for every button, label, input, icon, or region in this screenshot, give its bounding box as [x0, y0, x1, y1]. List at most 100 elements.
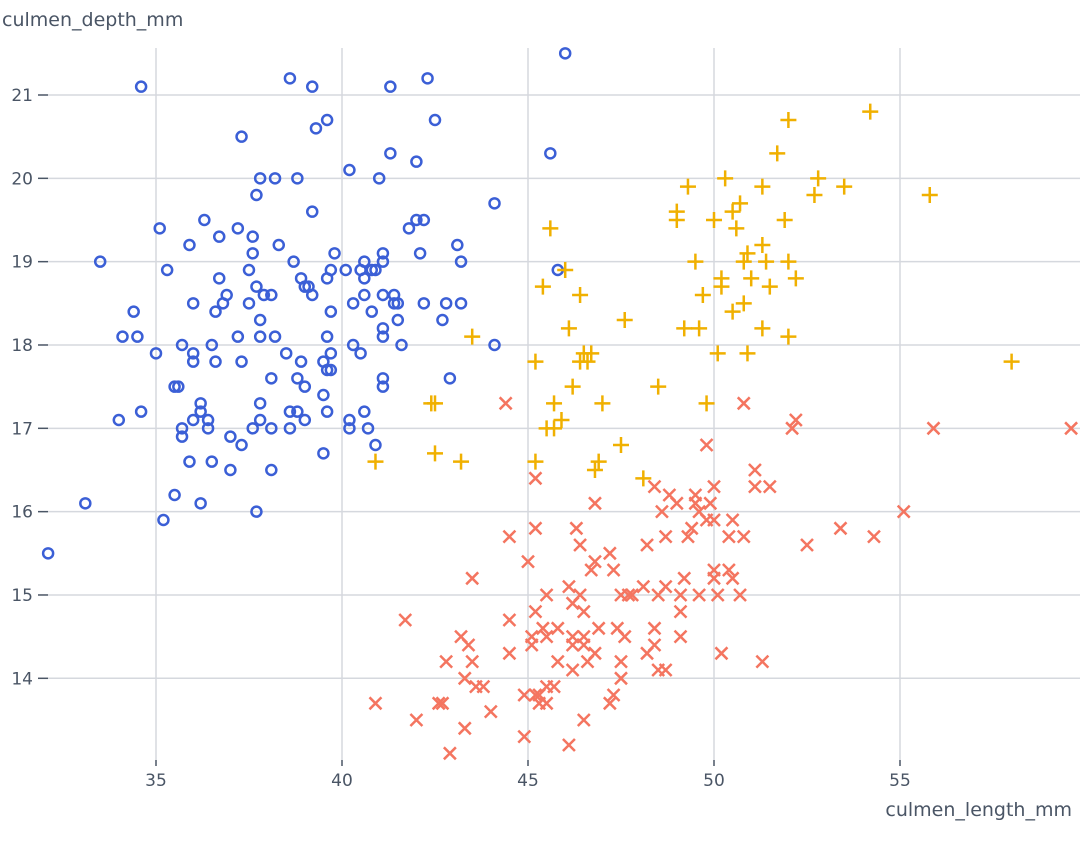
cross-point: [748, 463, 762, 477]
circle-point: [175, 422, 189, 435]
circle-point: [186, 347, 200, 360]
cross-point: [833, 521, 848, 536]
circle-point: [324, 305, 338, 318]
circle-point: [127, 305, 140, 318]
cross-point: [673, 629, 688, 644]
circle-point: [172, 380, 185, 393]
plus-point: [560, 320, 577, 337]
cross-point: [699, 438, 714, 452]
cross-point: [785, 421, 800, 436]
plus-point: [754, 320, 771, 337]
circle-point: [134, 405, 148, 418]
cross-point: [602, 696, 617, 711]
cross-point: [606, 688, 621, 702]
circle-point: [183, 455, 196, 468]
y-tick-label: 20: [11, 169, 33, 189]
cross-point: [398, 613, 413, 627]
x-tick-label: 40: [331, 771, 353, 791]
circle-point: [376, 380, 390, 393]
circle-point: [358, 255, 371, 268]
x-axis-label: culmen_length_mm: [885, 799, 1072, 821]
cross-point: [573, 538, 587, 552]
plus-point: [761, 278, 778, 295]
circle-point: [324, 263, 338, 277]
circle-point: [41, 547, 55, 560]
cross-point: [721, 563, 736, 577]
cross-point: [550, 621, 565, 636]
circle-point: [79, 497, 92, 510]
circle-point: [417, 297, 431, 310]
x-tick-label: 45: [517, 771, 539, 791]
circle-point: [361, 422, 375, 435]
circle-point: [454, 255, 468, 268]
cross-point: [584, 563, 599, 577]
circle-point: [291, 372, 304, 385]
circle-point: [488, 197, 501, 210]
plus-point: [542, 220, 559, 237]
cross-point: [647, 638, 662, 652]
circle-point: [235, 438, 248, 452]
circle-point: [454, 297, 468, 310]
cross-point: [569, 521, 584, 536]
y-tick-label: 16: [11, 503, 33, 523]
circle-point: [391, 297, 405, 310]
cross-point: [562, 579, 576, 594]
circle-point: [413, 247, 427, 260]
circle-point: [354, 347, 367, 360]
plus-point: [728, 220, 745, 237]
plus-point: [586, 461, 603, 478]
circle-point: [272, 238, 286, 252]
circle-point: [153, 222, 166, 235]
plus-point: [546, 420, 563, 437]
cross-point: [926, 421, 941, 436]
cross-point: [636, 579, 651, 594]
plus-point: [583, 345, 600, 362]
circle-point: [283, 405, 297, 418]
circle-point: [358, 272, 371, 285]
plus-point: [754, 178, 771, 195]
plus-point: [527, 453, 544, 470]
plus-point: [921, 186, 938, 203]
plus-point: [787, 270, 804, 287]
cross-point: [655, 504, 669, 519]
circle-point: [294, 355, 308, 368]
cross-point: [539, 588, 554, 602]
circle-point: [283, 422, 297, 435]
plus-point: [367, 453, 384, 470]
cross-point: [800, 538, 814, 552]
cross-point: [465, 654, 480, 669]
circle-point: [369, 438, 382, 452]
axis-ticks: 35 40 45 50 55 14 15 16 17 18 19 20 21: [11, 86, 910, 791]
plus-point: [724, 303, 741, 320]
circle-point: [291, 172, 304, 185]
circle-point: [343, 163, 356, 177]
plus-point: [564, 378, 581, 395]
circle-point: [212, 272, 226, 285]
plus-point: [635, 470, 652, 487]
plus-point: [572, 353, 589, 370]
plus-point: [780, 111, 797, 128]
circle-point: [268, 172, 282, 185]
circle-point: [250, 280, 263, 293]
circle-point: [253, 413, 267, 427]
circle-point: [421, 72, 434, 85]
circle-point: [216, 297, 230, 310]
plus-point: [691, 320, 708, 337]
circle-point: [346, 297, 360, 310]
circle-point: [395, 338, 408, 352]
plus-point: [706, 211, 722, 228]
cross-point: [550, 654, 565, 669]
plus-point: [427, 395, 443, 412]
cross-point: [461, 638, 476, 652]
circle-point: [265, 372, 278, 385]
cross-point: [640, 538, 654, 552]
cross-point: [614, 588, 628, 602]
circle-point: [205, 455, 219, 468]
cross-point: [476, 679, 491, 694]
circle-point: [246, 230, 259, 243]
plus-point: [679, 178, 696, 195]
circle-point: [186, 413, 200, 427]
plus-point: [687, 253, 704, 270]
cross-point: [576, 604, 591, 619]
circle-point: [201, 413, 215, 427]
